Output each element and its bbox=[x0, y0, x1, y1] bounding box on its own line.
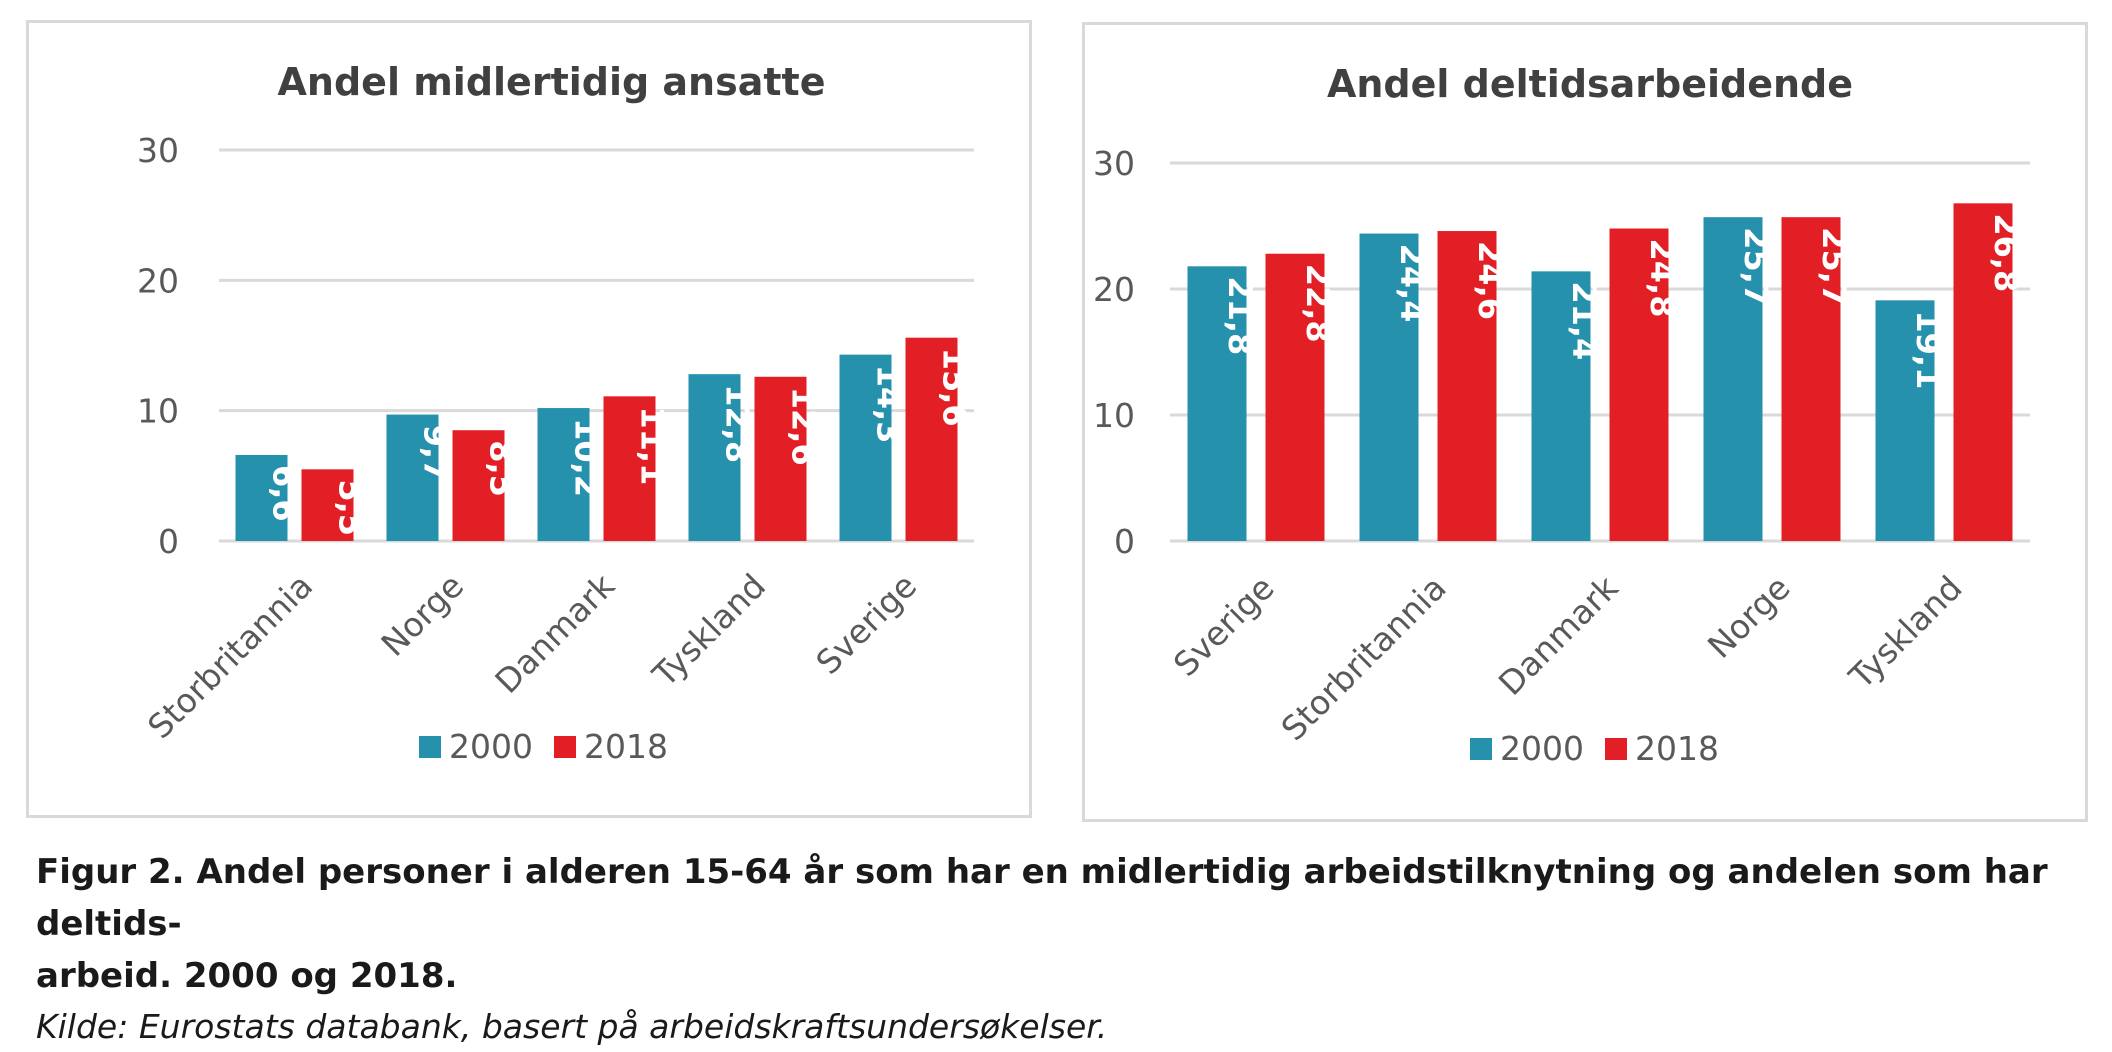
caption-source: Kilde: Eurostats databank, basert på arb… bbox=[36, 1007, 1108, 1046]
x-category-label: Danmark bbox=[1491, 567, 1626, 702]
bar-2018 bbox=[905, 337, 958, 541]
x-category-label: Tyskland bbox=[1841, 568, 1970, 697]
legend-swatch-2000 bbox=[1470, 738, 1492, 760]
data-label: 19,1 bbox=[1909, 310, 1947, 389]
data-label: 26,8 bbox=[1987, 213, 2025, 292]
data-label: 21,8 bbox=[1221, 276, 1259, 355]
x-category-label: Sverige bbox=[1166, 568, 1282, 684]
data-label: 12,6 bbox=[785, 387, 823, 466]
chart-panel-temporary: Andel midlertidig ansatte 0 10 20 30 6,6 5,5 St… bbox=[26, 20, 1032, 818]
y-tick-label: 30 bbox=[137, 131, 179, 170]
x-category-label: Danmark bbox=[487, 565, 622, 700]
legend-swatch-2018 bbox=[554, 736, 576, 758]
bar-2018 bbox=[603, 396, 656, 541]
bar-2000 bbox=[1875, 300, 1935, 541]
data-label: 24,4 bbox=[1393, 244, 1431, 323]
caption-title-line-1: Figur 2. Andel personer i alderen 15-64 … bbox=[36, 852, 2048, 944]
chart-title: Andel midlertidig ansatte bbox=[278, 60, 826, 104]
data-label: 15,6 bbox=[936, 348, 974, 427]
data-label: 6,6 bbox=[266, 465, 304, 522]
y-tick-label: 30 bbox=[1093, 144, 1135, 183]
x-category-label: Tyskland bbox=[644, 566, 773, 695]
x-category-label: Norge bbox=[373, 566, 471, 664]
caption-title-line-2: arbeid. 2000 og 2018. bbox=[36, 956, 458, 996]
data-label: 5,5 bbox=[332, 479, 370, 536]
bar-2018 bbox=[452, 430, 505, 541]
bar-2000 bbox=[235, 454, 288, 541]
legend-label: 2000 bbox=[449, 727, 533, 766]
data-label: 25,7 bbox=[1737, 227, 1775, 306]
legend-label: 2018 bbox=[584, 727, 668, 766]
data-label: 10,2 bbox=[568, 418, 606, 497]
bar-2000 bbox=[1703, 217, 1763, 541]
bar-2000 bbox=[688, 374, 741, 541]
chart-panel-parttime: Andel deltidsarbeidende 0 10 20 30 21,8 22,8 Sv… bbox=[1082, 22, 2088, 822]
bar-2000 bbox=[1187, 266, 1247, 541]
chart-part-time-work: Andel deltidsarbeidende 0 10 20 30 21,8 22,8 Sv… bbox=[1093, 62, 2030, 768]
x-category-label: Sverige bbox=[808, 566, 924, 682]
data-label: 9,7 bbox=[417, 425, 455, 482]
bar-2018 bbox=[1265, 253, 1325, 541]
chart-temporary-employment: Andel midlertidig ansatte 0 10 20 30 6,6 5,5 St… bbox=[137, 60, 974, 766]
bar-2000 bbox=[1531, 271, 1591, 541]
y-tick-label: 10 bbox=[1093, 396, 1135, 435]
bar-2018 bbox=[1781, 217, 1841, 541]
legend-label: 2000 bbox=[1500, 729, 1584, 768]
bar-2018 bbox=[1609, 228, 1669, 541]
x-category-label: Storbritannia bbox=[140, 566, 320, 746]
y-tick-label: 20 bbox=[1093, 270, 1135, 309]
legend-swatch-2000 bbox=[419, 736, 441, 758]
data-label: 22,8 bbox=[1299, 264, 1337, 343]
bar-2000 bbox=[386, 414, 439, 541]
y-tick-label: 20 bbox=[137, 261, 179, 300]
bar-2018 bbox=[1953, 203, 2013, 541]
data-label: 24,6 bbox=[1471, 241, 1509, 320]
bar-2000 bbox=[839, 354, 892, 541]
data-label: 24,8 bbox=[1643, 239, 1681, 318]
bar-2018 bbox=[301, 469, 354, 541]
data-label: 12,8 bbox=[719, 384, 757, 463]
data-label: 21,4 bbox=[1565, 281, 1603, 360]
legend-swatch-2018 bbox=[1605, 738, 1627, 760]
data-label: 25,7 bbox=[1815, 227, 1853, 306]
figure-caption: Figur 2. Andel personer i alderen 15-64 … bbox=[36, 846, 2076, 1052]
bar-2000 bbox=[1359, 233, 1419, 541]
data-label: 14,3 bbox=[870, 365, 908, 444]
data-label: 11,1 bbox=[634, 406, 672, 485]
legend-label: 2018 bbox=[1635, 729, 1719, 768]
chart-title: Andel deltidsarbeidende bbox=[1327, 62, 1853, 106]
data-label: 8,5 bbox=[483, 440, 521, 497]
y-tick-label: 10 bbox=[137, 392, 179, 431]
bar-2000 bbox=[537, 408, 590, 541]
caption-title: Figur 2. Andel personer i alderen 15-64 … bbox=[36, 846, 2076, 1002]
bar-2018 bbox=[754, 376, 807, 541]
bar-2018 bbox=[1437, 231, 1497, 542]
x-category-label: Storbritannia bbox=[1274, 568, 1454, 748]
x-category-label: Norge bbox=[1700, 568, 1798, 666]
y-tick-label: 0 bbox=[1114, 522, 1135, 561]
y-tick-label: 0 bbox=[158, 522, 179, 561]
